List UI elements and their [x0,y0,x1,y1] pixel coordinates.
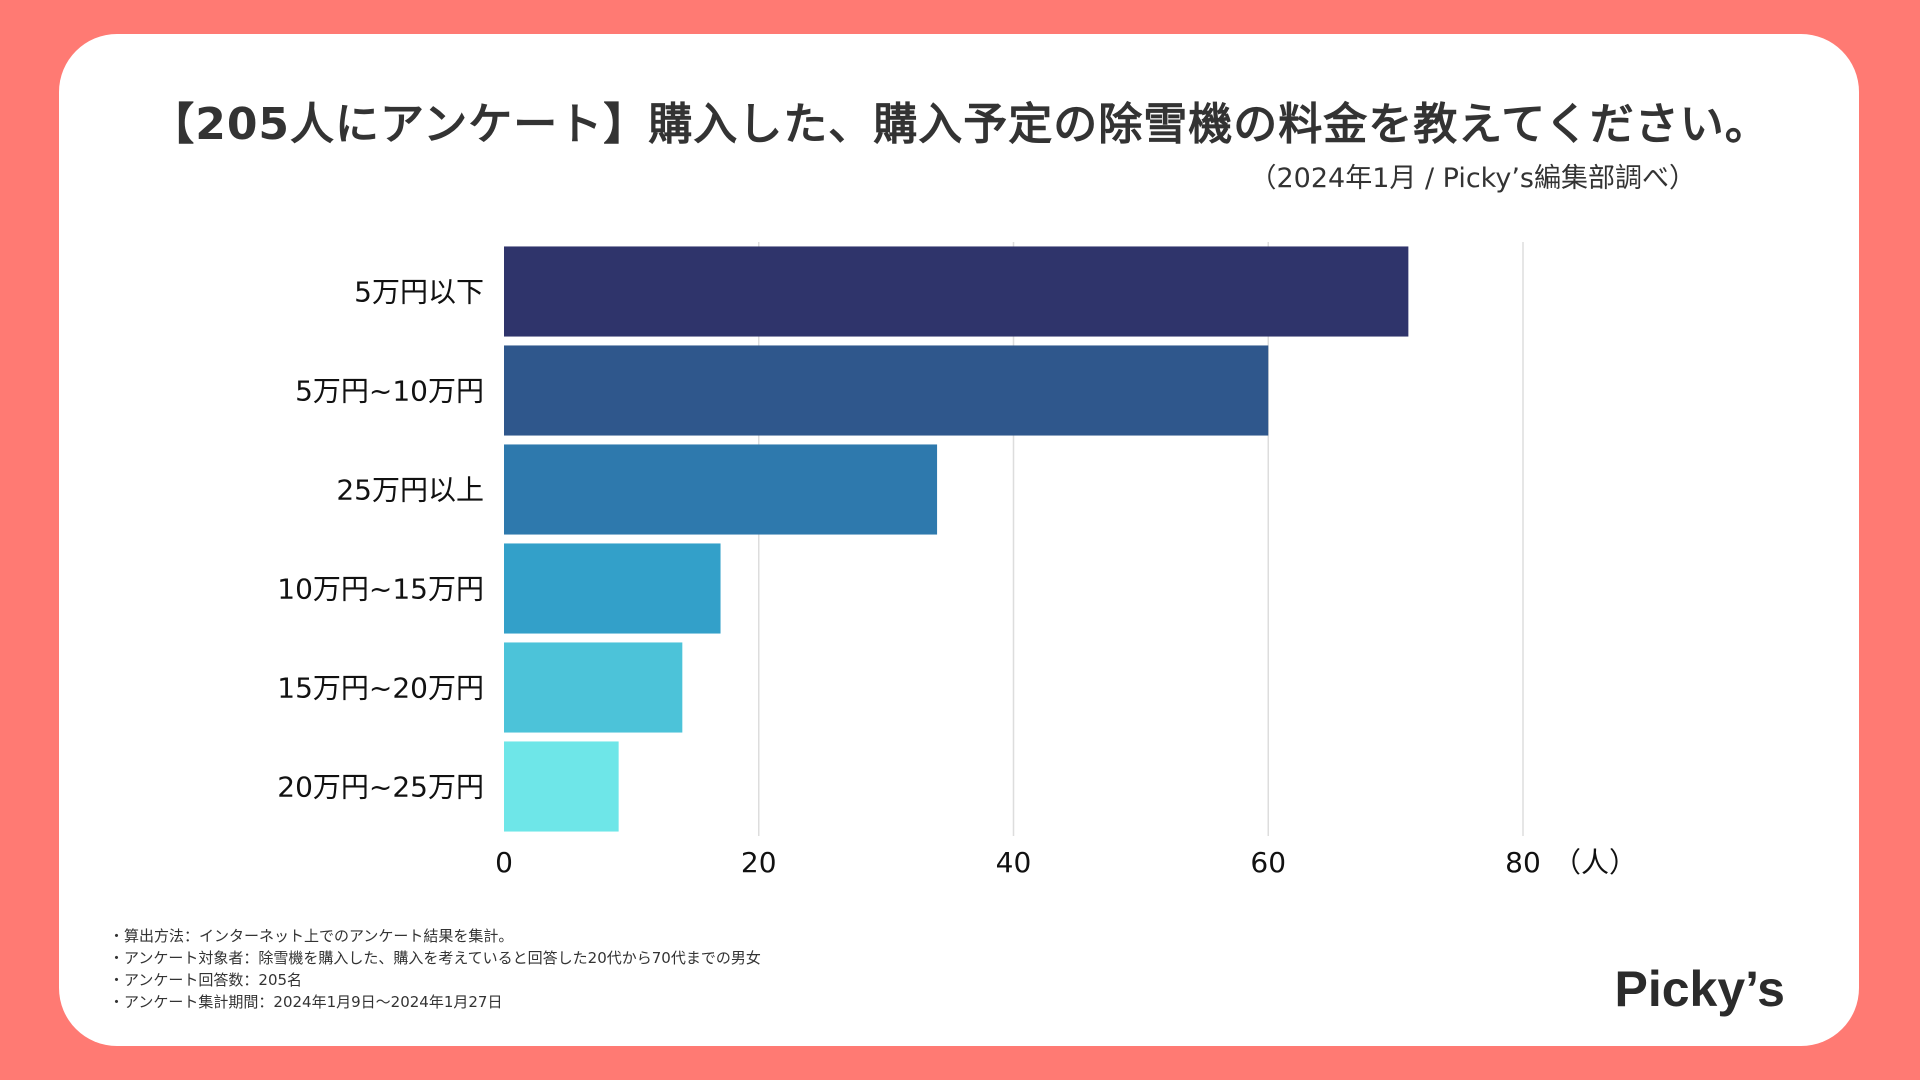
category-label-5: 20万円~25万円 [277,771,484,804]
chart-card [59,34,1859,1046]
category-labels: 5万円以下 5万円~10万円 25万円以上 10万円~15万円 15万円~20万円 20万… [277,276,484,804]
pickys-logo: Picky’s [1614,961,1785,1017]
category-label-1: 5万円~10万円 [295,375,484,408]
category-label-2: 25万円以上 [336,474,484,507]
bar-1 [504,345,1269,436]
chart-title: 【205人にアンケート】購入した、購入予定の除雪機の料金を教えてください。 [150,99,1770,150]
x-tick-label-60: 60 [1250,846,1286,879]
bar-0 [504,246,1409,337]
category-label-0: 5万円以下 [354,276,484,309]
bars [504,246,1409,832]
category-label-3: 10万円~15万円 [277,573,484,606]
bar-3 [504,543,721,634]
bar-5 [504,741,619,832]
note-method: ・算出方法：インターネット上でのアンケート結果を集計。 [109,927,514,945]
note-count: ・アンケート回答数：205名 [109,971,303,989]
x-tick-label-0: 0 [495,846,513,879]
x-tick-label-80: 80 [1505,846,1541,879]
x-axis-ticks: 0 20 40 60 80 （人） [495,846,1637,879]
note-target: ・アンケート対象者：除雪機を購入した、購入を考えていると回答した20代から70代… [109,949,761,967]
survey-notes: ・算出方法：インターネット上でのアンケート結果を集計。 ・アンケート対象者：除雪… [109,925,761,1013]
chart-subtitle: （2024年1月 / Picky’s編集部調べ） [1249,163,1697,194]
note-period: ・アンケート集計期間：2024年1月9日〜2024年1月27日 [109,993,503,1011]
bar-4 [504,642,683,733]
category-label-4: 15万円~20万円 [277,672,484,705]
grid-lines [758,242,1524,836]
x-tick-label-40: 40 [996,846,1032,879]
x-tick-label-20: 20 [741,846,777,879]
x-unit-label: （人） [1553,846,1637,879]
bar-2 [504,444,938,535]
